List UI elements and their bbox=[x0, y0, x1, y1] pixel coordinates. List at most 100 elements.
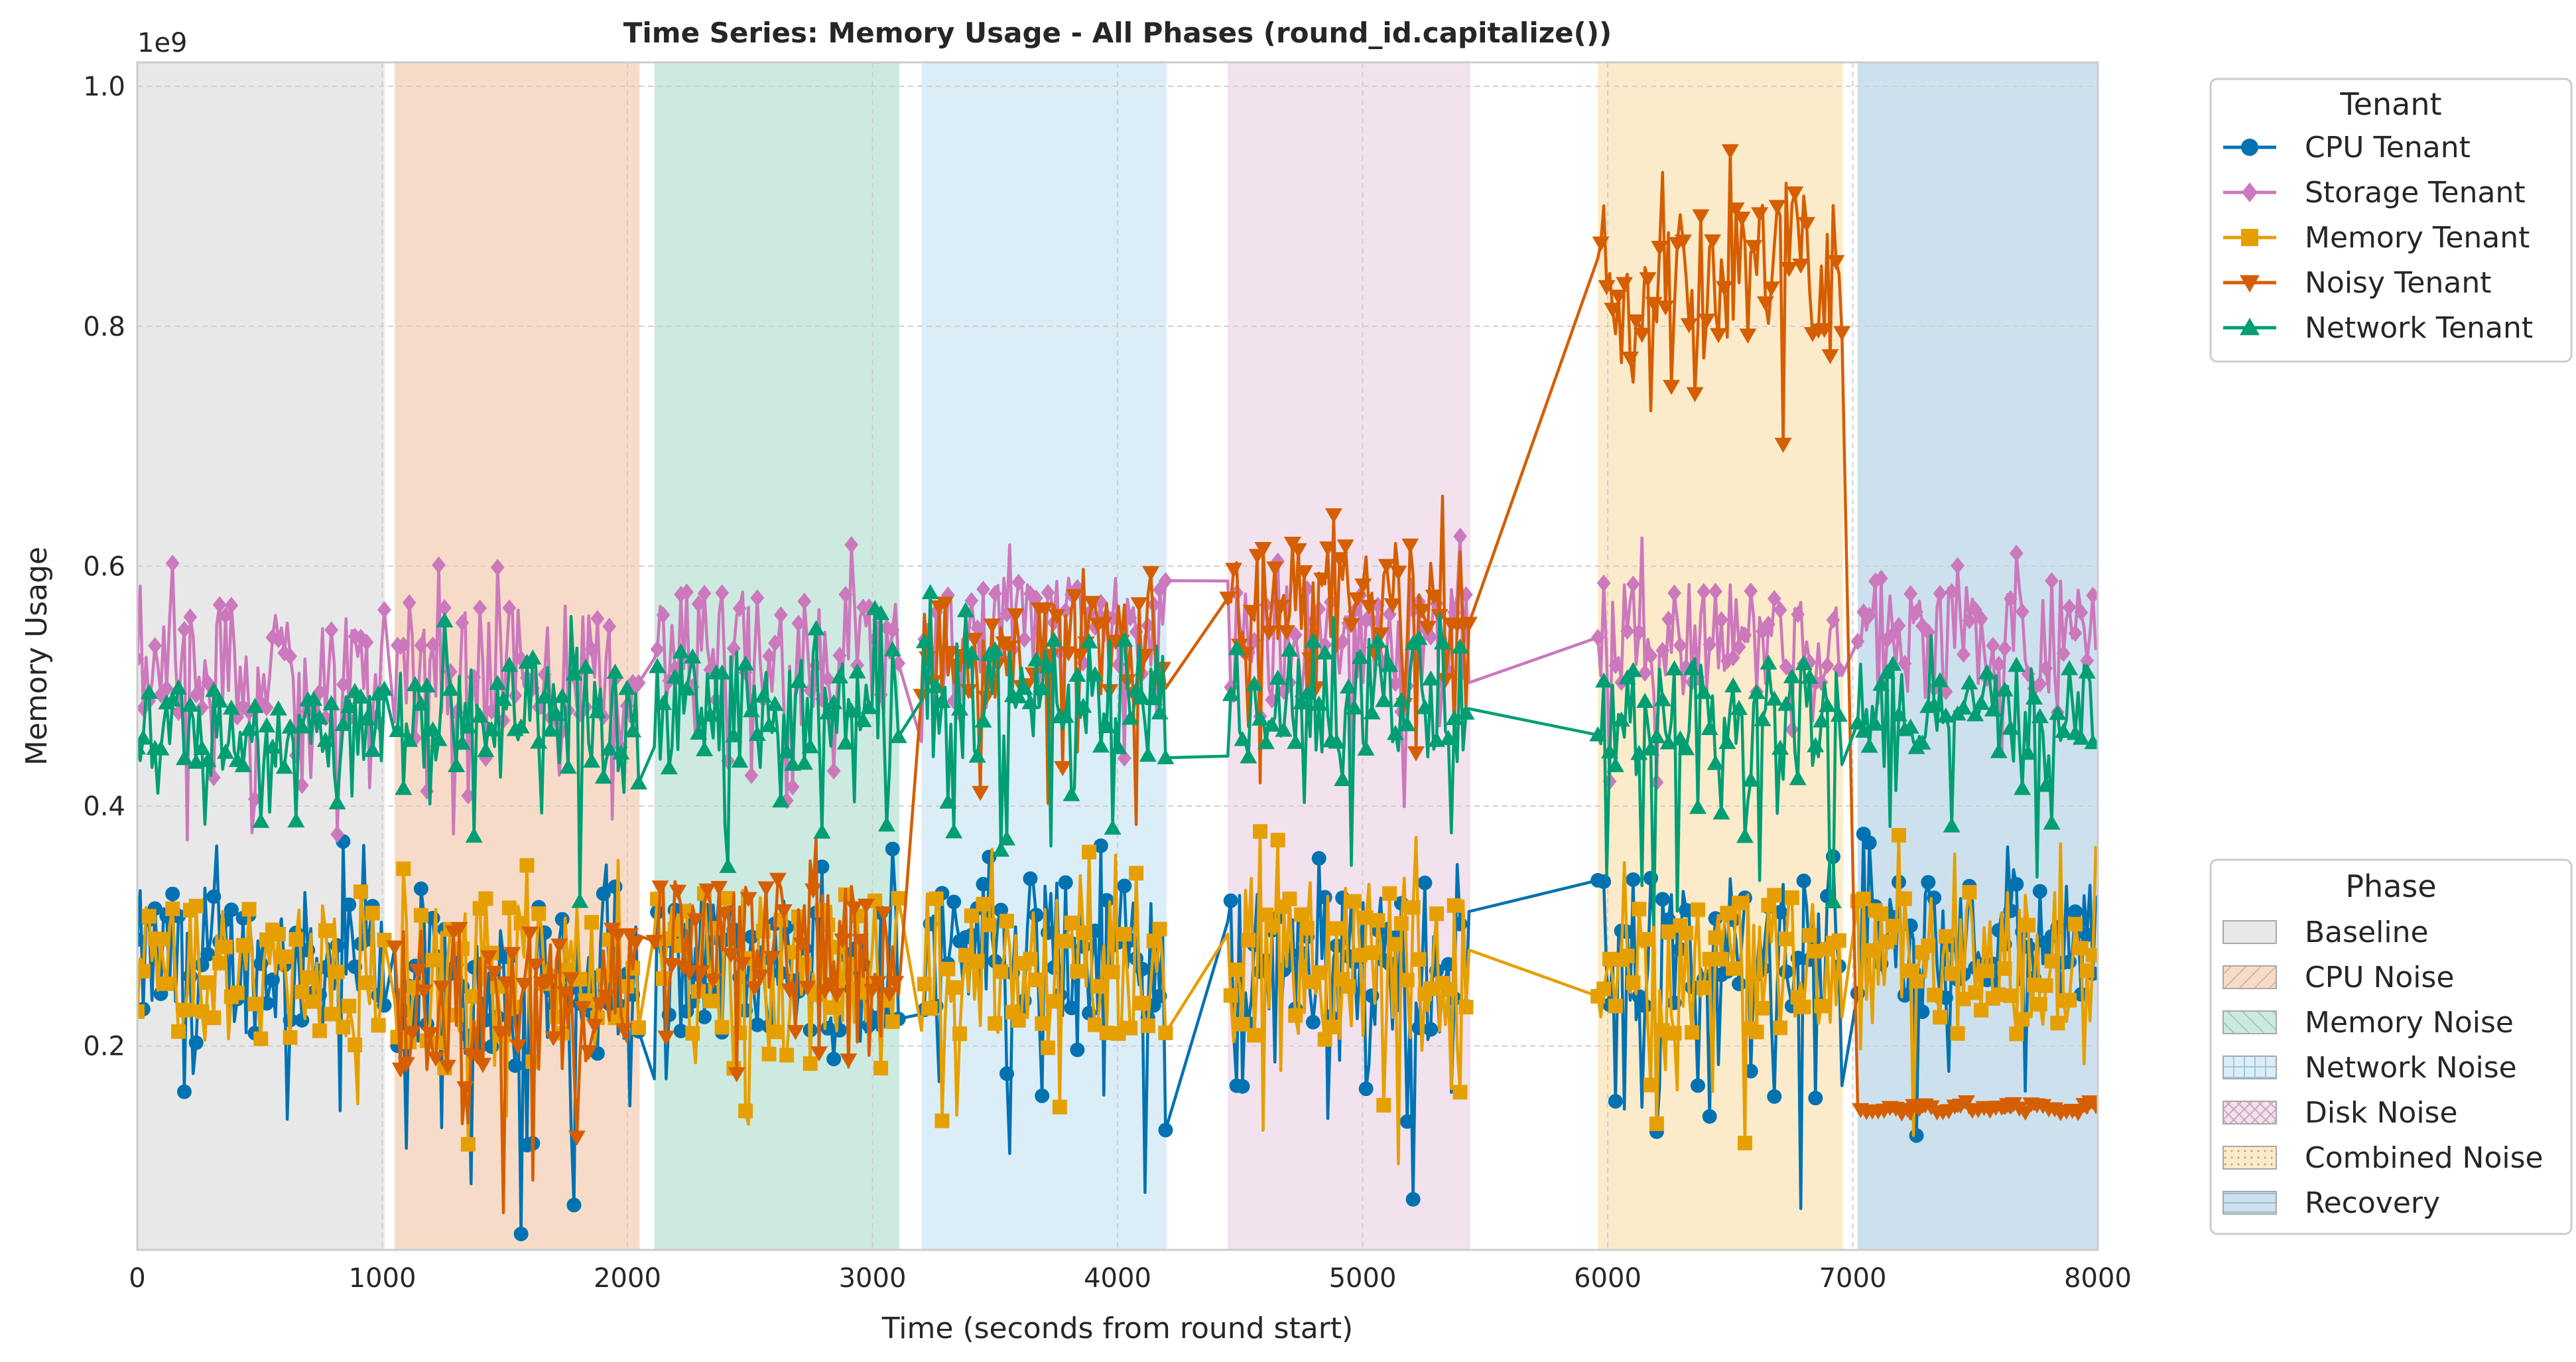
data-point bbox=[1880, 934, 1895, 949]
data-point bbox=[1903, 585, 1918, 603]
data-point bbox=[728, 1067, 745, 1083]
data-point bbox=[826, 762, 841, 780]
data-point bbox=[1909, 974, 1924, 989]
data-point bbox=[631, 674, 646, 692]
data-point bbox=[631, 1020, 646, 1036]
data-point bbox=[813, 823, 831, 839]
data-point bbox=[1282, 957, 1297, 973]
data-point bbox=[2014, 780, 2031, 795]
data-point bbox=[1270, 833, 1285, 848]
data-point bbox=[1364, 988, 1380, 1003]
data-point bbox=[1088, 1017, 1103, 1032]
data-point bbox=[1721, 144, 1739, 160]
data-point bbox=[1123, 1020, 1138, 1036]
data-point bbox=[1146, 933, 1161, 949]
data-point bbox=[1602, 951, 1617, 967]
data-point bbox=[690, 724, 708, 740]
data-point bbox=[1624, 661, 1642, 677]
data-point bbox=[218, 607, 233, 625]
phase-legend-label-6: Recovery bbox=[2305, 1186, 2440, 1220]
data-point bbox=[1330, 552, 1348, 567]
data-point bbox=[140, 683, 158, 699]
data-point bbox=[407, 676, 424, 691]
data-point bbox=[448, 757, 466, 773]
data-point bbox=[1938, 929, 1953, 944]
data-point bbox=[732, 600, 747, 618]
data-point bbox=[1608, 998, 1623, 1014]
x-tick-label-5: 5000 bbox=[1329, 1263, 1397, 1294]
data-point bbox=[1425, 589, 1443, 605]
data-point bbox=[1748, 683, 1766, 699]
data-point bbox=[819, 704, 837, 720]
data-point bbox=[334, 716, 352, 731]
data-point bbox=[1966, 706, 1984, 722]
data-point bbox=[1441, 982, 1456, 997]
tenant-legend-label-1: Storage Tenant bbox=[2305, 176, 2526, 210]
data-point bbox=[1685, 1025, 1700, 1040]
data-point bbox=[2015, 1012, 2030, 1027]
data-point bbox=[1884, 655, 1902, 671]
y-tick-label-2: 0.6 bbox=[83, 551, 125, 582]
data-point bbox=[1389, 565, 1407, 581]
data-point bbox=[885, 841, 900, 856]
data-point bbox=[1029, 908, 1044, 923]
data-point bbox=[1021, 694, 1039, 709]
x-tick-label-2: 2000 bbox=[594, 1263, 661, 1294]
data-point bbox=[430, 730, 448, 746]
data-point bbox=[183, 608, 198, 626]
data-point bbox=[1407, 746, 1425, 762]
data-point bbox=[1690, 1078, 1705, 1093]
data-point bbox=[1235, 1016, 1250, 1032]
data-point bbox=[2037, 776, 2055, 792]
data-point bbox=[1358, 1081, 1374, 1097]
data-point bbox=[1070, 579, 1084, 596]
data-point bbox=[2009, 876, 2024, 892]
data-point bbox=[988, 1016, 1003, 1031]
data-point bbox=[1738, 626, 1752, 644]
data-point bbox=[598, 989, 615, 1005]
data-point bbox=[1241, 933, 1256, 948]
data-point bbox=[1626, 872, 1641, 887]
data-point bbox=[1702, 1109, 1717, 1124]
data-point bbox=[1228, 640, 1246, 655]
data-point bbox=[312, 1023, 327, 1038]
data-point bbox=[645, 935, 663, 950]
data-point bbox=[1860, 737, 1878, 753]
data-point bbox=[1451, 638, 1469, 654]
data-point bbox=[1733, 212, 1751, 227]
data-point bbox=[1714, 951, 1729, 967]
data-point bbox=[1890, 706, 1907, 722]
data-point bbox=[2087, 1099, 2098, 1115]
data-point bbox=[825, 694, 843, 709]
data-point bbox=[1708, 930, 1723, 945]
data-point bbox=[1633, 327, 1651, 343]
data-point bbox=[751, 969, 769, 985]
data-point bbox=[946, 894, 962, 910]
data-point bbox=[1145, 690, 1163, 706]
data-point bbox=[1399, 1114, 1415, 1129]
data-point bbox=[1612, 711, 1630, 727]
data-point bbox=[456, 1081, 474, 1097]
data-point bbox=[992, 841, 1010, 857]
data-point bbox=[455, 614, 470, 632]
data-point bbox=[1269, 669, 1287, 685]
data-point bbox=[1360, 600, 1378, 615]
data-point bbox=[1667, 1026, 1682, 1041]
data-point bbox=[414, 636, 428, 654]
data-point bbox=[1814, 998, 1829, 1014]
data-point bbox=[188, 898, 204, 914]
data-point bbox=[832, 646, 847, 664]
data-point bbox=[1955, 699, 1972, 715]
data-point bbox=[137, 650, 145, 668]
data-point bbox=[1754, 711, 1771, 726]
data-point bbox=[1341, 979, 1356, 994]
data-point bbox=[1363, 704, 1381, 720]
data-point bbox=[1159, 572, 1173, 590]
data-point bbox=[1264, 918, 1279, 933]
data-point bbox=[1288, 1008, 1303, 1023]
data-point bbox=[509, 1039, 527, 1055]
data-point bbox=[330, 965, 345, 980]
data-point bbox=[277, 949, 292, 965]
data-point bbox=[1968, 985, 1983, 1000]
data-point bbox=[1608, 657, 1623, 675]
